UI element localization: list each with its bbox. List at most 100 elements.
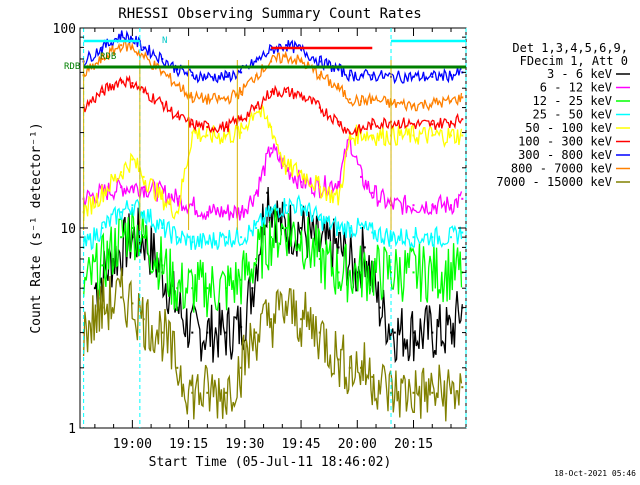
legend-entry-label: 25 - 50 keV — [533, 108, 612, 122]
y-axis-label: Count Rate (s⁻¹ detector⁻¹) — [29, 122, 44, 333]
series-point — [191, 241, 194, 244]
series-point — [393, 331, 396, 334]
series-point — [390, 271, 392, 274]
series-point — [450, 74, 452, 77]
series-point — [225, 236, 228, 239]
series-point — [285, 90, 288, 93]
series-point — [450, 236, 452, 239]
series-point — [450, 271, 452, 274]
series-point — [412, 331, 415, 334]
series-point — [240, 236, 243, 239]
series-point — [176, 287, 179, 290]
series-point — [131, 204, 134, 207]
series-point — [285, 227, 288, 229]
series-point — [300, 180, 303, 183]
series-point — [371, 123, 374, 126]
series-point — [206, 287, 209, 290]
series-point — [176, 366, 179, 369]
series-point — [378, 306, 381, 309]
series-point — [431, 331, 434, 334]
series-point — [225, 75, 228, 78]
series-point — [431, 271, 434, 274]
series-point — [191, 391, 194, 394]
series-point — [93, 287, 96, 290]
series-point — [270, 126, 273, 128]
series-point — [240, 71, 243, 74]
series-point — [348, 131, 351, 134]
series-point — [266, 191, 269, 194]
series-point — [270, 318, 273, 321]
series-point — [348, 271, 351, 274]
series-point — [142, 186, 145, 189]
series-point — [281, 227, 284, 229]
series-point — [131, 227, 134, 229]
series-point — [101, 46, 104, 49]
series-point — [285, 44, 288, 47]
series-point — [300, 236, 303, 239]
series-point — [337, 68, 340, 71]
series-point — [120, 44, 123, 47]
series-point — [300, 94, 303, 97]
series-point — [318, 331, 321, 334]
series-point — [337, 87, 340, 90]
series-point — [450, 391, 452, 394]
series-point — [240, 131, 243, 134]
series-point — [120, 34, 123, 37]
series-point — [337, 120, 340, 123]
series-point — [191, 204, 194, 207]
series-point — [270, 90, 273, 93]
series-point — [360, 366, 362, 369]
series-point — [225, 211, 228, 214]
series-point — [412, 75, 415, 78]
series-point — [176, 211, 179, 214]
series-point — [371, 134, 374, 137]
series-point — [300, 318, 303, 321]
series-point — [240, 118, 243, 121]
series-point — [255, 191, 258, 194]
legend-entry-label: 50 - 100 keV — [525, 121, 612, 135]
series-point — [318, 60, 321, 63]
series-line-3 — [82, 207, 463, 318]
series-point — [337, 271, 340, 274]
series-point — [206, 134, 209, 137]
series-point — [255, 74, 258, 77]
series-point — [225, 287, 228, 290]
series-point — [176, 68, 179, 71]
series-point — [412, 271, 415, 274]
series-point — [371, 231, 374, 234]
series-point — [450, 120, 452, 123]
series-point — [285, 55, 288, 58]
x-tick-label: 19:15 — [169, 437, 208, 452]
series-point — [318, 258, 321, 260]
series-point — [412, 104, 415, 107]
series-point — [240, 326, 243, 328]
series-point — [161, 227, 164, 229]
series-point — [461, 118, 464, 121]
series-point — [450, 100, 452, 103]
series-point — [225, 391, 228, 394]
x-tick-label: 20:15 — [394, 437, 433, 452]
series-point — [120, 236, 123, 239]
series-point — [240, 278, 243, 281]
series-point — [131, 236, 134, 239]
series-point — [176, 197, 179, 200]
series-point — [255, 258, 258, 260]
legend-entry-label: 3 - 6 keV — [547, 67, 612, 81]
x-axis-label: Start Time (05-Jul-11 18:46:02) — [149, 455, 392, 470]
series-point — [206, 98, 209, 101]
series-point — [131, 302, 134, 305]
series-point — [371, 98, 374, 101]
series-point — [255, 227, 258, 229]
series-point — [206, 211, 209, 214]
series-point — [450, 204, 452, 207]
series-point — [431, 134, 434, 137]
series-point — [142, 318, 145, 321]
series-point — [360, 128, 362, 131]
series-point — [270, 211, 273, 214]
n-flag-label: N — [162, 36, 167, 46]
series-point — [360, 74, 362, 77]
series-point — [161, 331, 164, 334]
series-point — [348, 366, 351, 369]
